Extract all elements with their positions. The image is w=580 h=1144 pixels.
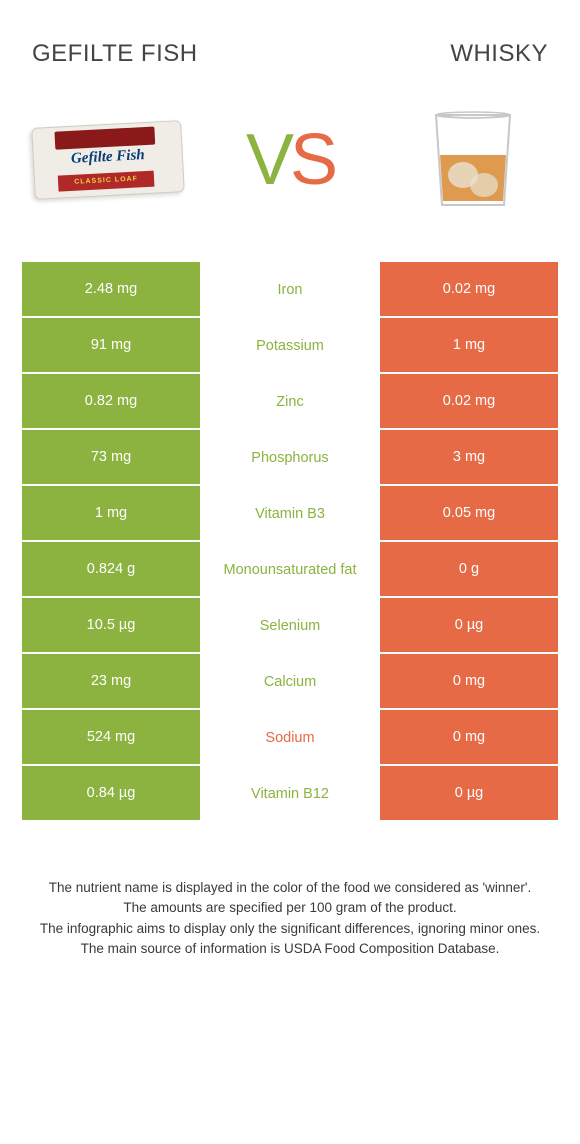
left-food-title: GEFILTE FISH — [32, 40, 198, 68]
footer-notes: The nutrient name is displayed in the co… — [22, 822, 558, 959]
table-row: 2.48 mgIron0.02 mg — [22, 262, 558, 318]
table-row: 0.84 µgVitamin B120 µg — [22, 766, 558, 822]
food-images-row: CLASSIC LOAF VS — [22, 68, 558, 262]
footer-line: The amounts are specified per 100 gram o… — [32, 898, 548, 918]
footer-line: The nutrient name is displayed in the co… — [32, 878, 548, 898]
right-food-title: WHISKY — [450, 40, 548, 68]
footer-line: The main source of information is USDA F… — [32, 939, 548, 959]
left-value-cell: 0.84 µg — [22, 766, 200, 822]
nutrient-label-cell: Calcium — [200, 654, 380, 710]
left-value-cell: 1 mg — [22, 486, 200, 542]
left-value-cell: 73 mg — [22, 430, 200, 486]
left-value-cell: 10.5 µg — [22, 598, 200, 654]
right-value-cell: 1 mg — [380, 318, 558, 374]
right-value-cell: 0.02 mg — [380, 262, 558, 318]
vs-label: VS — [246, 124, 334, 196]
left-value-cell: 91 mg — [22, 318, 200, 374]
left-value-cell: 0.824 g — [22, 542, 200, 598]
table-row: 10.5 µgSelenium0 µg — [22, 598, 558, 654]
right-value-cell: 0.05 mg — [380, 486, 558, 542]
right-food-image — [395, 110, 550, 210]
right-value-cell: 0 µg — [380, 766, 558, 822]
nutrient-label-cell: Zinc — [200, 374, 380, 430]
table-row: 0.824 gMonounsaturated fat0 g — [22, 542, 558, 598]
right-value-cell: 0 mg — [380, 654, 558, 710]
right-value-cell: 0.02 mg — [380, 374, 558, 430]
left-value-cell: 0.82 mg — [22, 374, 200, 430]
left-food-image: CLASSIC LOAF — [30, 110, 185, 210]
table-row: 73 mgPhosphorus3 mg — [22, 430, 558, 486]
table-row: 91 mgPotassium1 mg — [22, 318, 558, 374]
table-row: 1 mgVitamin B30.05 mg — [22, 486, 558, 542]
left-value-cell: 23 mg — [22, 654, 200, 710]
nutrient-comparison-table: 2.48 mgIron0.02 mg91 mgPotassium1 mg0.82… — [22, 262, 558, 822]
vs-v: V — [246, 124, 290, 196]
nutrient-label-cell: Vitamin B12 — [200, 766, 380, 822]
gefilte-fish-package-icon: CLASSIC LOAF — [31, 120, 185, 200]
nutrient-label-cell: Selenium — [200, 598, 380, 654]
right-value-cell: 0 µg — [380, 598, 558, 654]
nutrient-label-cell: Phosphorus — [200, 430, 380, 486]
left-value-cell: 524 mg — [22, 710, 200, 766]
nutrient-label-cell: Vitamin B3 — [200, 486, 380, 542]
nutrient-label-cell: Monounsaturated fat — [200, 542, 380, 598]
footer-line: The infographic aims to display only the… — [32, 919, 548, 939]
nutrient-label-cell: Sodium — [200, 710, 380, 766]
header: GEFILTE FISH WHISKY — [22, 0, 558, 68]
whisky-glass-icon — [428, 111, 518, 209]
nutrient-label-cell: Iron — [200, 262, 380, 318]
vs-s: S — [290, 124, 334, 196]
left-value-cell: 2.48 mg — [22, 262, 200, 318]
table-row: 0.82 mgZinc0.02 mg — [22, 374, 558, 430]
right-value-cell: 0 g — [380, 542, 558, 598]
nutrient-label-cell: Potassium — [200, 318, 380, 374]
right-value-cell: 3 mg — [380, 430, 558, 486]
right-value-cell: 0 mg — [380, 710, 558, 766]
table-row: 524 mgSodium0 mg — [22, 710, 558, 766]
table-row: 23 mgCalcium0 mg — [22, 654, 558, 710]
